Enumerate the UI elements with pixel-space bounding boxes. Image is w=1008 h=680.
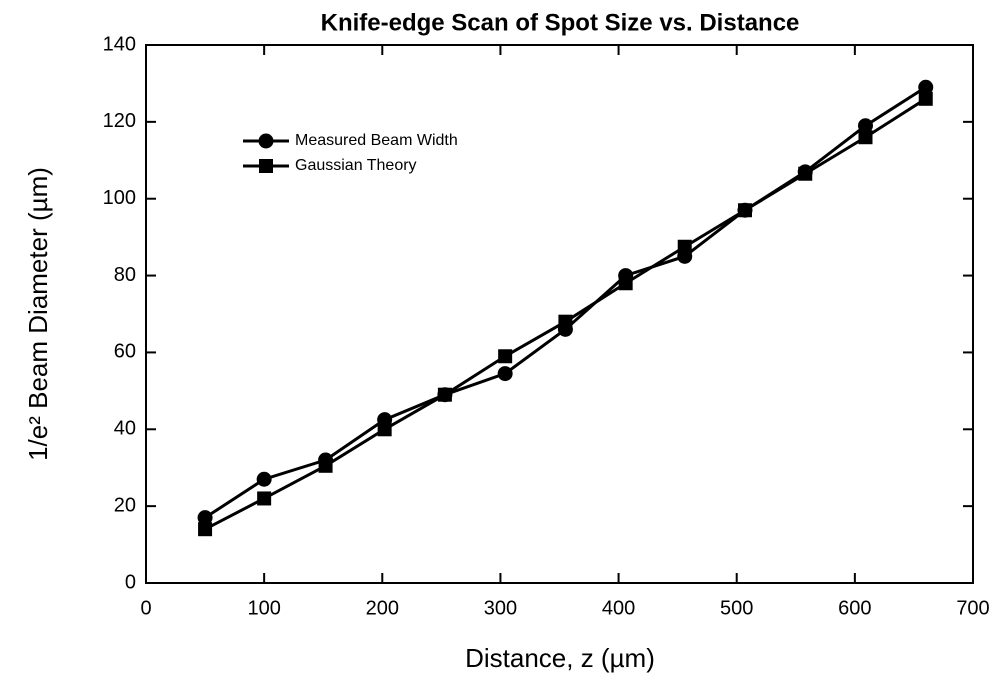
x-tick-label: 400 bbox=[602, 597, 635, 619]
x-tick-label: 100 bbox=[247, 597, 280, 619]
legend-marker bbox=[258, 133, 274, 149]
y-tick-label: 60 bbox=[114, 341, 136, 363]
legend-label: Measured Beam Width bbox=[295, 132, 458, 149]
y-tick-label: 20 bbox=[114, 494, 136, 516]
x-tick-label: 700 bbox=[956, 597, 989, 619]
y-tick-label: 100 bbox=[103, 187, 136, 209]
y-tick-label: 120 bbox=[103, 110, 136, 132]
data-point bbox=[918, 91, 933, 106]
x-tick-label: 200 bbox=[366, 597, 399, 619]
x-tick-label: 300 bbox=[484, 597, 517, 619]
legend-marker bbox=[259, 159, 273, 173]
plot-frame bbox=[145, 44, 974, 584]
data-point bbox=[257, 491, 272, 506]
data-point bbox=[198, 522, 213, 537]
series-line bbox=[204, 86, 927, 519]
data-point bbox=[318, 458, 333, 473]
y-tick-label: 140 bbox=[103, 33, 136, 55]
data-point bbox=[857, 118, 873, 134]
legend-label: Gaussian Theory bbox=[295, 157, 417, 174]
data-point bbox=[618, 276, 633, 291]
y-axis-label: 1/e² Beam Diameter (µm) bbox=[23, 167, 53, 461]
data-point bbox=[558, 314, 573, 329]
data-point bbox=[437, 387, 452, 402]
data-point bbox=[498, 349, 513, 364]
data-point bbox=[677, 239, 692, 254]
x-tick-label: 500 bbox=[720, 597, 753, 619]
x-axis-label: Distance, z (µm) bbox=[465, 643, 655, 673]
data-point bbox=[256, 471, 272, 487]
data-point bbox=[377, 422, 392, 437]
x-tick-label: 600 bbox=[838, 597, 871, 619]
chart-title: Knife-edge Scan of Spot Size vs. Distanc… bbox=[321, 9, 800, 36]
y-tick-label: 80 bbox=[114, 264, 136, 286]
x-tick-label: 0 bbox=[140, 597, 151, 619]
y-tick-label: 40 bbox=[114, 418, 136, 440]
data-point bbox=[197, 510, 213, 526]
data-point bbox=[737, 203, 752, 218]
y-tick-label: 0 bbox=[125, 571, 136, 593]
data-point bbox=[798, 166, 813, 181]
data-point bbox=[858, 130, 873, 145]
data-point bbox=[918, 79, 934, 95]
data-point bbox=[497, 366, 513, 382]
